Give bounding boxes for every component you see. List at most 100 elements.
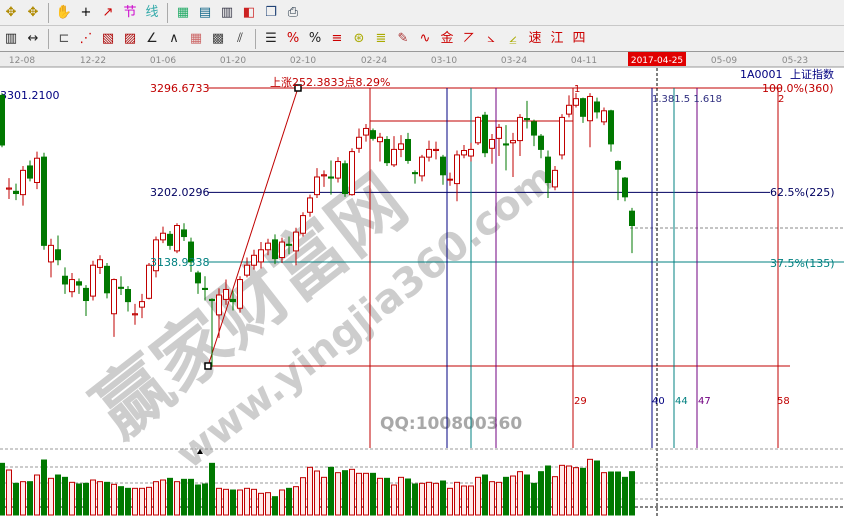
volume-bar bbox=[265, 492, 271, 516]
save-icon[interactable]: ◧ bbox=[242, 4, 256, 20]
calendar-icon[interactable]: ▦ bbox=[176, 4, 190, 20]
candle-body bbox=[55, 249, 61, 261]
swing-high-handle bbox=[294, 84, 302, 92]
candle-body bbox=[195, 272, 201, 284]
candle-body bbox=[377, 136, 383, 143]
candle-body bbox=[419, 156, 425, 177]
ruler-icon[interactable]: ▥ bbox=[4, 30, 18, 46]
volume-bar bbox=[531, 482, 537, 516]
percent-icon[interactable]: % bbox=[308, 30, 322, 46]
volume-bar bbox=[363, 472, 369, 516]
date-ticks: 12-08 12-22 01-06 01-20 02-10 02-24 03-10 03-24… bbox=[9, 52, 808, 66]
volume-bar bbox=[538, 471, 544, 516]
cycle-1-label: 1 bbox=[574, 84, 580, 95]
volume-bar bbox=[223, 488, 229, 516]
candle-body bbox=[328, 176, 334, 179]
volume-bar bbox=[286, 487, 292, 516]
fib-icon[interactable]: ☰ bbox=[265, 30, 277, 46]
volume-bar bbox=[349, 468, 355, 516]
volume-bar bbox=[118, 486, 124, 516]
toolbar-row-2: ▥ ↔ ⊏ ⋰ ▧ ▨ ∠ ∧ ▦ ▩ ⫽ ☰%% ≡ ⊛ ≣ ✎ ∿ 金 ⦢ ⦣ ⦤ 速江四 bbox=[0, 26, 844, 52]
volume-bar bbox=[566, 465, 572, 516]
window-icon[interactable]: ❐ bbox=[265, 4, 277, 20]
percent-lines-icon[interactable]: ≡ bbox=[331, 30, 343, 46]
rect-icon[interactable]: ⊏ bbox=[58, 30, 70, 46]
date-tick: 03-24 bbox=[501, 56, 527, 66]
volume-bar bbox=[552, 476, 558, 516]
gold-icon[interactable]: 金 bbox=[440, 30, 454, 46]
quad-fan-icon[interactable]: 四 bbox=[572, 30, 586, 46]
volume-bar bbox=[384, 477, 390, 516]
candle-body bbox=[153, 239, 159, 272]
volume-bar bbox=[55, 474, 61, 516]
candle-body bbox=[629, 210, 635, 227]
print-icon[interactable]: ⎙ bbox=[287, 4, 299, 20]
date-tick: 12-22 bbox=[80, 56, 106, 66]
candle-body bbox=[608, 110, 614, 145]
gann-box-icon[interactable]: ▨ bbox=[123, 30, 137, 46]
percent-line-icon[interactable]: % bbox=[286, 30, 300, 46]
grid2-icon[interactable]: ▩ bbox=[211, 30, 225, 46]
volume-bar bbox=[545, 465, 551, 516]
parallel-icon[interactable]: ⫽ bbox=[237, 30, 243, 46]
volume-panel bbox=[0, 448, 844, 516]
fan-icon[interactable]: ⋰ bbox=[79, 30, 93, 46]
width-icon[interactable]: ↔ bbox=[27, 30, 39, 46]
candle-body bbox=[181, 229, 187, 238]
zoom-out-icon[interactable]: ✥ bbox=[27, 4, 39, 20]
gold-circle-icon[interactable]: ⊛ bbox=[353, 30, 365, 46]
analysis-lines[interactable] bbox=[204, 68, 844, 516]
zoom-in-icon[interactable]: ✥ bbox=[5, 4, 17, 20]
angle-icon[interactable]: ∠ bbox=[146, 30, 158, 46]
toolbar-separator bbox=[255, 28, 256, 49]
gann-fan-icon[interactable]: 江 bbox=[550, 30, 564, 46]
speed-fan-icon[interactable]: 速 bbox=[528, 30, 542, 46]
node-icon[interactable]: 节 bbox=[123, 4, 137, 20]
volume-bar bbox=[573, 467, 579, 516]
volume-bar bbox=[377, 477, 383, 516]
candle-body bbox=[517, 116, 523, 142]
volume-bar bbox=[167, 477, 173, 516]
f-fan-icon[interactable]: ⦣ bbox=[487, 30, 495, 46]
calculator-icon[interactable]: ▤ bbox=[198, 4, 212, 20]
volume-bar bbox=[615, 471, 621, 516]
pct-625-label: 62.5%(225) bbox=[770, 186, 835, 199]
hand-icon[interactable]: ✋ bbox=[55, 4, 73, 20]
pct-375-label: 37.5%(135) bbox=[770, 257, 835, 270]
volume-bar bbox=[412, 483, 418, 516]
gold-lines-icon[interactable]: ≣ bbox=[375, 30, 387, 46]
wave-icon[interactable]: ∿ bbox=[419, 30, 431, 46]
candle-body bbox=[356, 136, 362, 149]
volume-bar bbox=[20, 481, 26, 516]
line-draw-icon[interactable]: ↗ bbox=[102, 4, 114, 20]
grid-icon[interactable]: ▦ bbox=[189, 30, 203, 46]
candle-body bbox=[83, 287, 89, 302]
candle-body bbox=[314, 176, 320, 196]
candle-body bbox=[503, 143, 509, 146]
volume-bar bbox=[279, 489, 285, 516]
candle-body bbox=[545, 156, 551, 183]
candle-body bbox=[237, 279, 243, 309]
crosshair-icon[interactable]: + bbox=[80, 4, 92, 20]
toolbar-row-1: ✥ ✥ ✋ + ↗ 节线 ▦ ▤ ▥ ◧ ❐ ⎙ bbox=[0, 0, 844, 26]
line-icon[interactable]: 线 bbox=[145, 4, 159, 20]
candle-body bbox=[0, 94, 5, 146]
candle-body bbox=[412, 172, 418, 175]
swing-trend-line bbox=[207, 87, 299, 367]
gold-fan-icon[interactable]: ⦤ bbox=[509, 30, 517, 46]
count-47: 47 bbox=[698, 396, 711, 407]
candle-body bbox=[587, 95, 593, 122]
count-40: 40 bbox=[652, 396, 665, 407]
volume-bar bbox=[188, 478, 194, 516]
volume-bar bbox=[76, 483, 82, 516]
current-date-highlight bbox=[628, 52, 686, 66]
volume-bar bbox=[251, 488, 257, 516]
box-icon[interactable]: ▧ bbox=[101, 30, 115, 46]
notes-icon[interactable]: ▥ bbox=[220, 4, 234, 20]
j-fan-icon[interactable]: ⦢ bbox=[464, 30, 474, 46]
candle-body bbox=[34, 157, 40, 183]
pen-icon[interactable]: ✎ bbox=[397, 30, 409, 46]
zigzag-icon[interactable]: ∧ bbox=[169, 30, 179, 46]
candle-body bbox=[559, 116, 565, 156]
